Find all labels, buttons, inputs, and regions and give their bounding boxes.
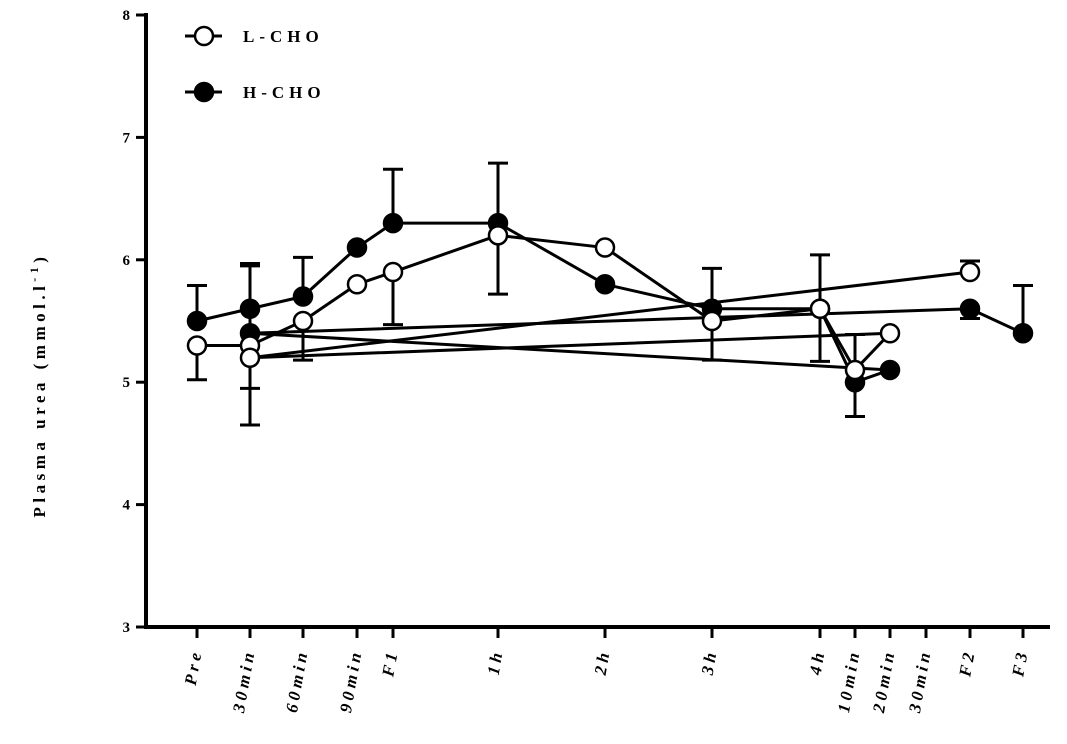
- legend: L-CHO H-CHO: [185, 25, 326, 103]
- x-tick-label: 1h: [484, 647, 507, 676]
- series-line-h-cho: [196, 221, 1024, 384]
- x-tick-label: 90min: [336, 647, 366, 714]
- data-point-h-cho: [382, 212, 404, 234]
- error-bars: [187, 161, 1033, 427]
- y-tick-label: 3: [123, 620, 131, 636]
- data-point-l-cho: [809, 298, 831, 320]
- x-tick-label: F2: [955, 647, 979, 679]
- data-point-h-cho: [346, 237, 368, 258]
- legend-label-h-cho: H-CHO: [243, 83, 326, 102]
- y-tick-label: 4: [123, 498, 131, 514]
- x-tick-label: 30min: [229, 647, 259, 715]
- x-tick-label: F3: [1008, 647, 1032, 679]
- data-point-h-cho: [239, 298, 261, 320]
- data-point-l-cho: [346, 274, 368, 295]
- x-tick-label: 30min: [905, 647, 935, 715]
- y-axis-title: Plasma urea (mmol.l-1): [27, 253, 49, 518]
- data-point-l-cho: [487, 225, 509, 246]
- data-point-l-cho: [186, 335, 208, 356]
- data-point-l-cho: [292, 310, 314, 332]
- y-tick-label: 6: [123, 253, 131, 269]
- y-tick-label: 7: [123, 130, 131, 146]
- x-tick-label: 10min: [834, 647, 864, 714]
- y-tick-label: 5: [123, 375, 131, 391]
- x-tick-label: 2h: [591, 647, 614, 677]
- y-axis-title-superscript: -1: [27, 263, 41, 282]
- data-point-h-cho: [959, 298, 981, 320]
- legend-marker-h-cho: [193, 81, 215, 103]
- data-point-l-cho: [701, 310, 723, 332]
- x-tick-labels: Pre 30min 60min 90min F1 1h 2h 3h 4h 10min 20min 30…: [181, 647, 1032, 715]
- data-point-h-cho: [292, 286, 314, 307]
- legend-label-l-cho: L-CHO: [243, 27, 324, 46]
- y-axis-title-main: Plasma urea (mmol.l: [30, 282, 49, 518]
- y-axis-title-suffix: ): [30, 253, 49, 263]
- axes: 3 4 5 6 7 8: [123, 8, 1050, 638]
- data-point-l-cho: [239, 347, 261, 368]
- series-markers: [186, 212, 1034, 393]
- x-tick-label: 4h: [806, 647, 829, 677]
- data-point-h-cho: [594, 274, 616, 295]
- x-tick-label: F1: [378, 647, 402, 679]
- y-tick-label: 8: [123, 8, 131, 24]
- x-tick-label: 20min: [869, 647, 899, 715]
- x-tick-label: 60min: [282, 647, 312, 714]
- data-point-l-cho: [844, 359, 866, 381]
- legend-marker-l-cho: [193, 25, 215, 47]
- data-point-h-cho: [879, 359, 901, 381]
- x-tick-label: Pre: [181, 647, 206, 687]
- data-point-l-cho: [382, 261, 404, 283]
- data-point-l-cho: [594, 237, 616, 258]
- data-point-h-cho: [186, 310, 208, 332]
- data-point-l-cho: [879, 322, 901, 344]
- x-tick-label: 3h: [698, 647, 721, 677]
- data-point-l-cho: [959, 261, 981, 283]
- data-point-h-cho: [1012, 322, 1034, 344]
